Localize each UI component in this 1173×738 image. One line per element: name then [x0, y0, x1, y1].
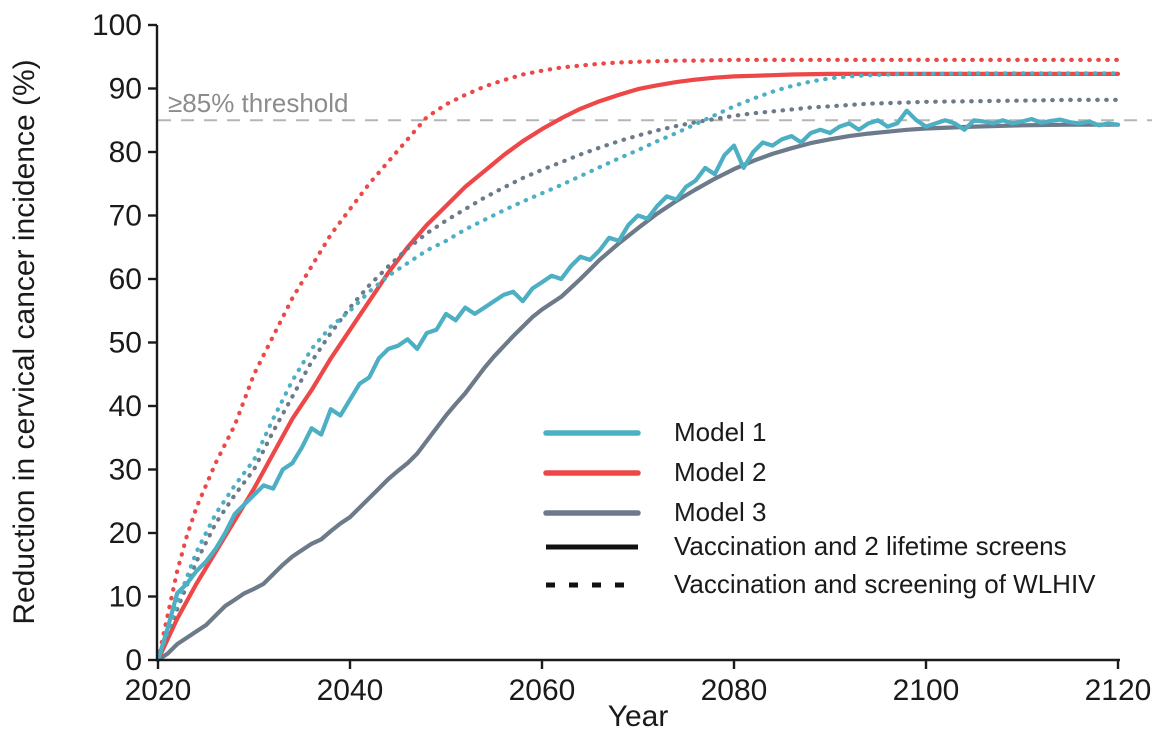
y-tick-label: 50 — [109, 327, 142, 360]
y-tick-label: 90 — [109, 73, 142, 106]
x-tick-label: 2020 — [125, 674, 192, 707]
y-axis-title: Reduction in cervical cancer incidence (… — [8, 59, 41, 624]
y-tick-label: 0 — [125, 644, 142, 677]
x-tick-label: 2120 — [1085, 674, 1152, 707]
series-model3-solid — [155, 122, 1121, 663]
series-model2-solid — [155, 71, 1121, 663]
x-tick-label: 2060 — [509, 674, 576, 707]
legend-label-3: Model 3 — [674, 497, 767, 527]
legend-label-5: Vaccination and screening of WLHIV — [674, 569, 1096, 599]
y-tick-label: 100 — [92, 9, 142, 42]
legend-label-1: Model 1 — [674, 417, 767, 447]
y-tick-label: 40 — [109, 390, 142, 423]
legend-label-4: Vaccination and 2 lifetime screens — [674, 531, 1067, 561]
threshold-label: ≥85% threshold — [168, 88, 349, 118]
series-model3-dotted — [155, 97, 1121, 663]
legend-label-2: Model 2 — [674, 457, 767, 487]
y-tick-label: 80 — [109, 136, 142, 169]
series-model1-solid — [155, 108, 1121, 663]
y-tick-label: 60 — [109, 263, 142, 296]
y-tick-label: 10 — [109, 581, 142, 614]
y-tick-label: 20 — [109, 517, 142, 550]
y-tick-label: 70 — [109, 200, 142, 233]
series-model2-dotted — [155, 57, 1121, 663]
x-tick-label: 2100 — [893, 674, 960, 707]
x-axis-title: Year — [608, 700, 669, 733]
series-model1-dotted — [155, 71, 1121, 663]
x-tick-label: 2040 — [317, 674, 384, 707]
x-tick-label: 2080 — [701, 674, 768, 707]
y-tick-label: 30 — [109, 454, 142, 487]
